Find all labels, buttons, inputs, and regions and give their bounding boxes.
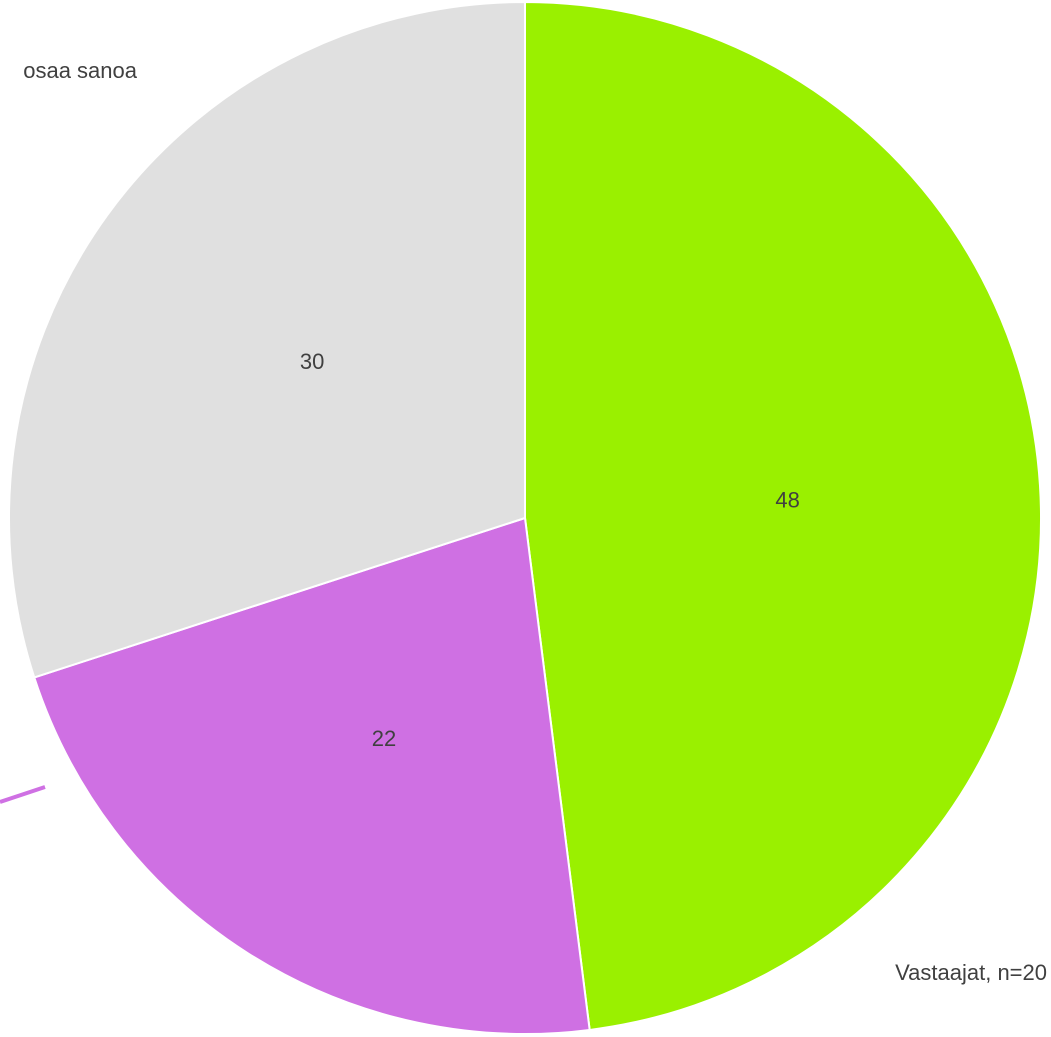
chart-note: Vastaajat, n=20 bbox=[895, 960, 1047, 985]
category-label: osaa sanoa bbox=[23, 58, 138, 83]
data-label: 30 bbox=[300, 349, 324, 374]
pie-slice bbox=[8, 0, 526, 679]
pie-slice bbox=[524, 0, 1042, 1032]
data-label: 22 bbox=[372, 726, 396, 751]
data-label: 48 bbox=[775, 487, 799, 512]
pie-slice bbox=[32, 516, 591, 1035]
leader-line bbox=[0, 785, 46, 804]
